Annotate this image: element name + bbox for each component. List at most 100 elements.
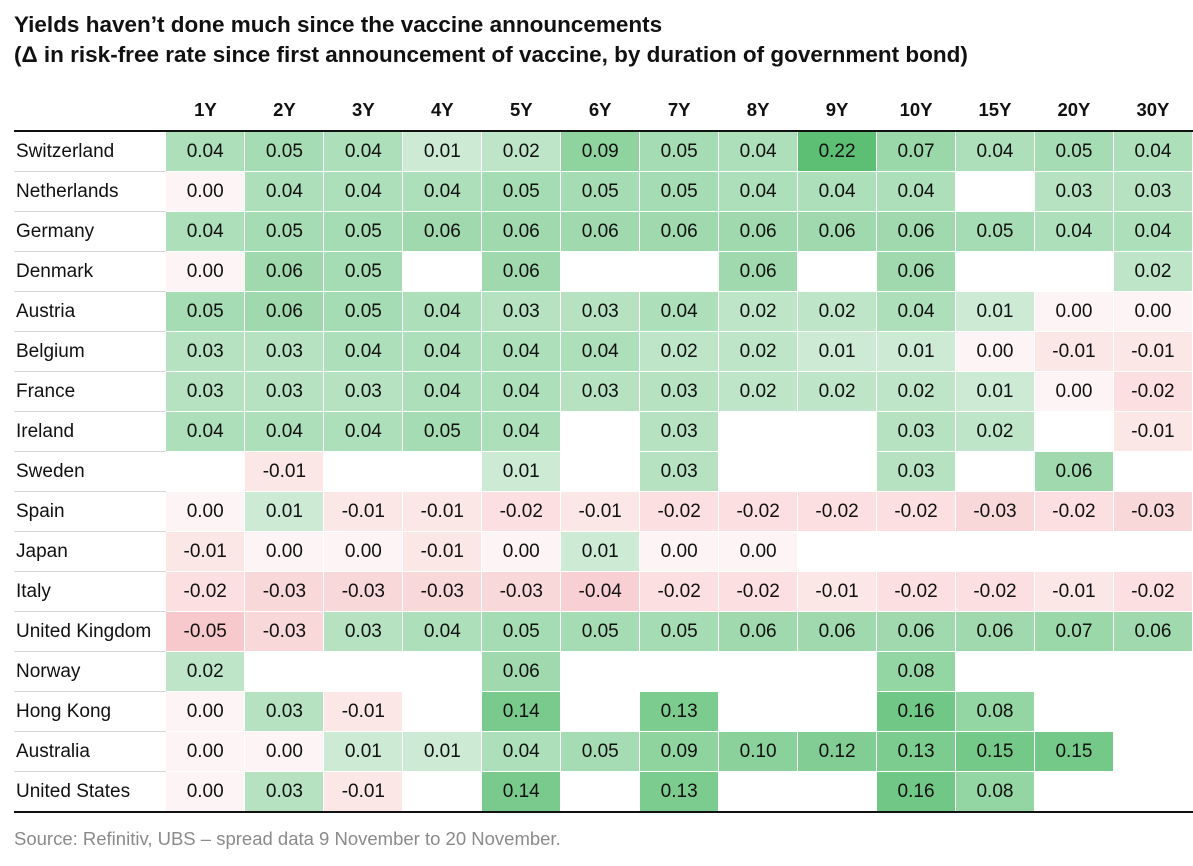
row-label: Australia — [14, 731, 166, 772]
heatmap-cell — [1113, 771, 1193, 813]
heatmap-cell — [955, 531, 1035, 572]
heatmap-cell: -0.01 — [1113, 331, 1193, 372]
heatmap-cell: 0.05 — [639, 171, 720, 212]
heatmap-cell: 0.15 — [1034, 731, 1114, 772]
heatmap-cell: 0.01 — [323, 731, 404, 772]
heatmap-cell — [955, 651, 1035, 692]
row-label: United Kingdom — [14, 611, 166, 652]
row-label: Germany — [14, 211, 166, 252]
header-row: 1Y 2Y 3Y 4Y 5Y 6Y 7Y 8Y 9Y 10Y 15Y 20Y 30Y — [14, 90, 1193, 132]
column-header: 15Y — [955, 90, 1035, 132]
row-label: Japan — [14, 531, 166, 572]
heatmap-cell — [244, 651, 325, 692]
heatmap-cell: -0.01 — [323, 491, 404, 532]
table-row: Sweden -0.01 0.01 0.03 0.03 0.06 — [14, 451, 1193, 492]
heatmap-cell — [1034, 651, 1114, 692]
heatmap-cell: 0.06 — [876, 211, 956, 252]
heatmap-cell: 0.05 — [323, 251, 404, 292]
column-header: 9Y — [797, 90, 877, 132]
heatmap-cell: 0.13 — [639, 691, 720, 732]
column-header: 10Y — [876, 90, 956, 132]
heatmap-cell: 0.04 — [955, 131, 1035, 172]
heatmap-cell: -0.03 — [402, 571, 483, 612]
row-label: United States — [14, 771, 166, 813]
heatmap-cell: -0.01 — [797, 571, 878, 612]
heatmap-cell: 0.02 — [165, 651, 246, 692]
heatmap-cell: 0.01 — [402, 731, 483, 772]
heatmap-cell: -0.01 — [1034, 571, 1114, 612]
heatmap-cell — [1113, 531, 1193, 572]
table-row: United Kingdom -0.05 -0.03 0.03 0.04 0.05 0.05… — [14, 611, 1193, 652]
header-corner — [14, 90, 166, 132]
heatmap-cell: 0.03 — [560, 371, 641, 412]
heatmap-cell: 0.06 — [718, 611, 799, 652]
heatmap-cell: -0.03 — [323, 571, 404, 612]
heatmap-cell — [797, 451, 878, 492]
heatmap-cell: 0.16 — [876, 691, 956, 732]
heatmap-cell: 0.03 — [165, 371, 246, 412]
heatmap-cell: 0.04 — [165, 131, 246, 172]
heatmap-cell — [323, 651, 404, 692]
heatmap-cell: 0.14 — [481, 771, 562, 813]
heatmap-cell: 0.06 — [1113, 611, 1193, 652]
heatmap-cell: -0.02 — [639, 571, 720, 612]
heatmap-cell — [718, 451, 799, 492]
heatmap-cell: 0.00 — [165, 251, 246, 292]
heatmap-cell — [1034, 411, 1114, 452]
heatmap-cell: 0.00 — [165, 491, 246, 532]
heatmap-cell: 0.02 — [481, 131, 562, 172]
heatmap-cell: 0.04 — [1113, 131, 1193, 172]
heatmap-cell: 0.04 — [323, 131, 404, 172]
heatmap-cell: 0.00 — [165, 731, 246, 772]
heatmap-cell: 0.04 — [402, 371, 483, 412]
heatmap-cell: 0.05 — [639, 611, 720, 652]
row-label: Denmark — [14, 251, 166, 292]
heatmap-cell: -0.01 — [165, 531, 246, 572]
heatmap-cell — [955, 451, 1035, 492]
table-row: Italy -0.02 -0.03 -0.03 -0.03 -0.03 -0.04 -0.02… — [14, 571, 1193, 612]
heatmap-cell — [1034, 531, 1114, 572]
heatmap-cell: 0.05 — [481, 611, 562, 652]
heatmap-cell: 0.03 — [165, 331, 246, 372]
heatmap-cell: 0.02 — [797, 371, 878, 412]
row-label: Switzerland — [14, 131, 166, 172]
heatmap-cell — [639, 651, 720, 692]
row-label: Spain — [14, 491, 166, 532]
column-header: 8Y — [718, 90, 798, 132]
heatmap-cell: 0.12 — [797, 731, 878, 772]
heatmap-cell — [639, 251, 720, 292]
heatmap-cell: 0.02 — [718, 291, 799, 332]
heatmap-cell: 0.04 — [402, 331, 483, 372]
heatmap-cell: 0.04 — [402, 171, 483, 212]
heatmap-cell: 0.04 — [1034, 211, 1114, 252]
heatmap-cell: 0.04 — [718, 171, 799, 212]
heatmap-cell: 0.03 — [639, 411, 720, 452]
heatmap-cell: 0.05 — [481, 171, 562, 212]
heatmap-cell: -0.01 — [244, 451, 325, 492]
table-row: Netherlands 0.00 0.04 0.04 0.04 0.05 0.05 0.05 0… — [14, 171, 1193, 212]
heatmap-cell: 0.00 — [1113, 291, 1193, 332]
heatmap-cell: 0.08 — [955, 691, 1035, 732]
heatmap-cell: 0.08 — [955, 771, 1035, 813]
heatmap-cell: 0.14 — [481, 691, 562, 732]
heatmap-cell: 0.00 — [244, 731, 325, 772]
heatmap-cell — [402, 651, 483, 692]
heatmap-cell: 0.00 — [165, 771, 246, 813]
heatmap-cell: 0.07 — [1034, 611, 1114, 652]
heatmap-cell — [402, 451, 483, 492]
heatmap-cell: 0.04 — [639, 291, 720, 332]
heatmap-cell: 0.06 — [1034, 451, 1114, 492]
table-row: Germany 0.04 0.05 0.05 0.06 0.06 0.06 0.06 0.06 0… — [14, 211, 1193, 252]
heatmap-cell: 0.04 — [323, 171, 404, 212]
heatmap-cell — [560, 771, 641, 813]
heatmap-cell: 0.04 — [244, 411, 325, 452]
chart-title-block: Yields haven’t done much since the vacci… — [14, 10, 1184, 70]
heatmap-cell: 0.10 — [718, 731, 799, 772]
heatmap-cell: 0.06 — [481, 211, 562, 252]
heatmap-cell: 0.22 — [797, 131, 878, 172]
heatmap-cell — [560, 411, 641, 452]
heatmap-cell: 0.00 — [165, 171, 246, 212]
heatmap-cell — [560, 651, 641, 692]
heatmap-cell — [1113, 451, 1193, 492]
heatmap-cell — [718, 651, 799, 692]
